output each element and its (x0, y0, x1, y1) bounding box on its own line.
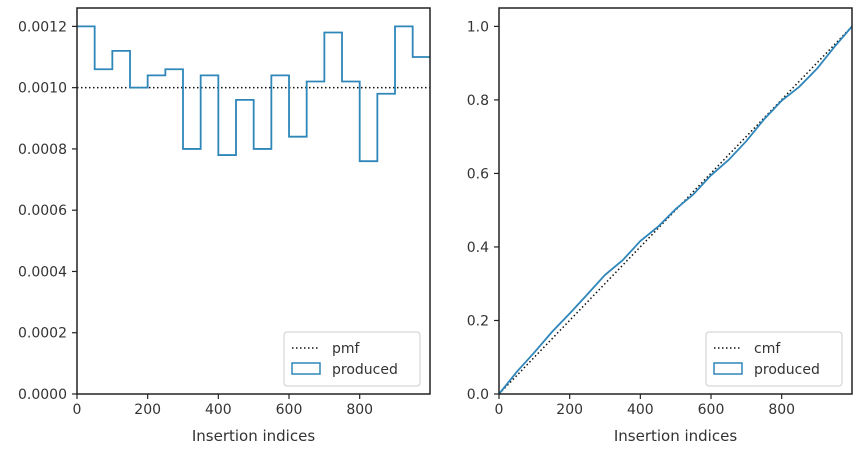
y-tick-label: 0.0004 (18, 264, 67, 280)
legend-label-pmf: pmf (332, 341, 361, 357)
x-tick-label: 600 (698, 402, 725, 418)
cmf-line (498, 25, 853, 395)
pmf-chart: 0 200 400 600 800 0.0000 0.0002 0.0004 0.0006 0.0… (18, 7, 431, 445)
cmf-chart-legend: cmf produced (705, 331, 843, 387)
cmf-chart-axes-frame (498, 7, 853, 395)
x-tick-label: 400 (205, 402, 232, 418)
x-tick-label: 0 (73, 402, 82, 418)
pmf-chart-ticks: 0 200 400 600 800 0.0000 0.0002 0.0004 0.0006 0.0… (18, 19, 373, 418)
x-tick-label: 800 (346, 402, 373, 418)
y-tick-label: 0.0010 (18, 81, 67, 97)
x-tick-label: 200 (134, 402, 161, 418)
pmf-chart-axes-frame (76, 7, 431, 395)
y-tick-label: 0.6 (467, 166, 489, 182)
cmf-chart-x-axis-title: Insertion indices (614, 427, 737, 445)
y-tick-label: 0.0012 (18, 19, 67, 35)
legend-label-produced: produced (754, 362, 820, 378)
y-tick-label: 0.4 (467, 240, 489, 256)
legend-swatch-produced (291, 362, 321, 375)
legend-frame (705, 331, 843, 387)
cmf-chart-marks (498, 25, 853, 395)
y-tick-label: 0.0006 (18, 203, 67, 219)
y-tick-label: 1.0 (467, 19, 489, 35)
legend-frame (283, 331, 421, 387)
x-tick-label: 200 (556, 402, 583, 418)
pmf-chart-x-axis-title: Insertion indices (192, 427, 315, 445)
pmf-chart-marks (77, 25, 430, 163)
cmf-chart-ticks: 0 200 400 600 800 0.0 0.2 0.4 0.6 0.8 1.0 (467, 19, 795, 418)
y-tick-label: 0.0002 (18, 326, 67, 342)
legend-label-cmf: cmf (754, 341, 781, 357)
legend-label-produced: produced (332, 362, 398, 378)
x-tick-label: 800 (768, 402, 795, 418)
pmf-chart-legend: pmf produced (283, 331, 421, 387)
produced-line (77, 25, 430, 163)
y-tick-label: 0.0 (467, 387, 489, 403)
y-tick-label: 0.2 (467, 313, 489, 329)
x-tick-label: 0 (495, 402, 504, 418)
x-tick-label: 600 (276, 402, 303, 418)
y-tick-label: 0.0000 (18, 387, 67, 403)
cmf-chart: 0 200 400 600 800 0.0 0.2 0.4 0.6 0.8 1.0 Insertio… (467, 7, 853, 445)
x-tick-label: 400 (627, 402, 654, 418)
y-tick-label: 0.8 (467, 93, 489, 109)
y-tick-label: 0.0008 (18, 142, 67, 158)
produced-line (498, 25, 853, 395)
legend-swatch-produced (713, 362, 743, 375)
